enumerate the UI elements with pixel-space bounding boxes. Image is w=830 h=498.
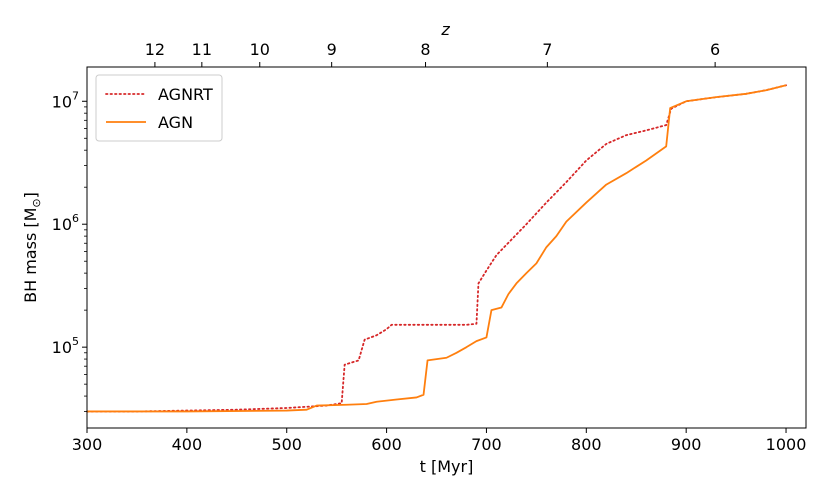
top-tick-label: 10 <box>250 40 270 59</box>
x-tick-label: 300 <box>72 435 103 454</box>
x-tick-label: 900 <box>671 435 702 454</box>
series-line-agn <box>87 84 787 413</box>
y-tick-label: 105 <box>52 335 79 357</box>
x-tick-label: 1000 <box>766 435 807 454</box>
series-line-agnrt <box>86 84 787 413</box>
x-axis-label: t [Myr] <box>420 457 474 476</box>
top-tick-label: 11 <box>192 40 212 59</box>
top-tick-label: 12 <box>145 40 165 59</box>
legend-box <box>95 74 223 142</box>
x-tick-label: 800 <box>571 435 602 454</box>
x-tick-label: 700 <box>471 435 502 454</box>
y-tick-label: 107 <box>52 89 79 111</box>
legend-label-agn: AGN <box>158 113 193 132</box>
top-axis-label: z <box>440 20 450 39</box>
x-tick-label: 400 <box>172 435 203 454</box>
y-axis-label-subscript: ⊙ <box>30 198 43 207</box>
top-tick-label: 8 <box>420 40 430 59</box>
x-tick-label: 600 <box>371 435 402 454</box>
y-axis-label: BH mass [M⊙] <box>21 192 43 303</box>
top-redshift-axis: 12 11 10 9 8 7 6 <box>145 40 720 67</box>
plot-frame <box>86 66 807 429</box>
y-tick-label: 106 <box>52 212 79 234</box>
top-tick-label: 7 <box>542 40 552 59</box>
legend-label-agnrt: AGNRT <box>158 85 213 104</box>
legend: AGNRT AGN <box>95 74 223 142</box>
top-tick-label: 9 <box>327 40 337 59</box>
top-tick-label: 6 <box>710 40 720 59</box>
series-layer <box>86 84 787 413</box>
x-tick-label: 500 <box>271 435 302 454</box>
y-axis-label-main: BH mass [M <box>21 208 40 303</box>
y-axis-label-close: ] <box>21 192 40 198</box>
x-axis: 300 400 500 600 700 800 900 1000 <box>72 428 807 454</box>
y-axis: 105 106 107 <box>52 89 87 412</box>
